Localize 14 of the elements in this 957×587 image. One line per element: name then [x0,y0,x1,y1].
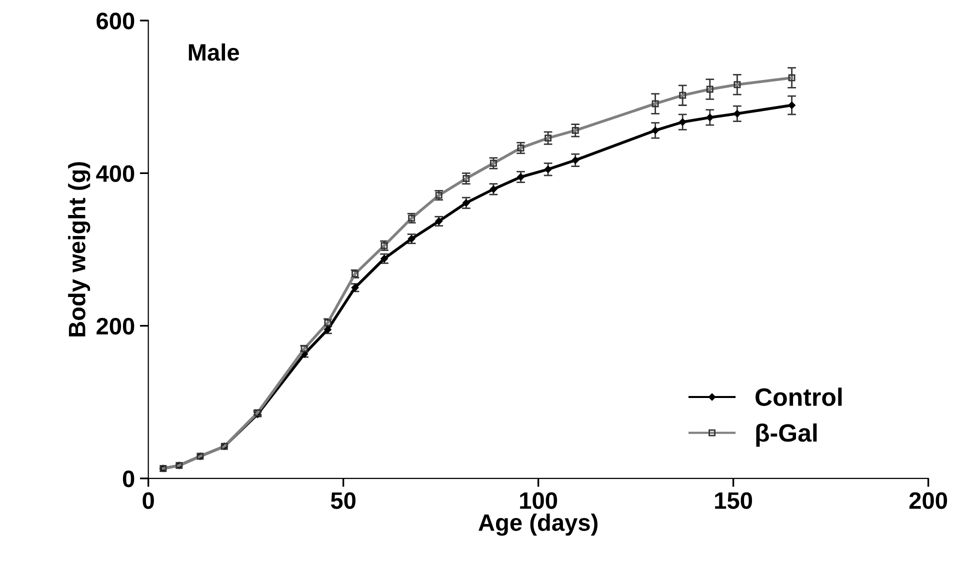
x-tick-label: 0 [142,492,154,509]
x-tick-label: 150 [715,492,752,509]
text: Male [188,43,240,61]
x-tick-label: 100 [520,492,558,509]
legend-label: Control [756,388,842,406]
y-axis-title: Body weight (g) [68,162,90,336]
y-tick-label: 200 [96,318,134,335]
x-tick-label: 200 [909,492,948,509]
y-tick-label: 400 [96,165,134,182]
x-tick-label: 50 [330,492,356,509]
y-tick-label: 0 [122,470,134,488]
legend-label: β-Gal [756,423,817,447]
x-axis-title: Age (days) [478,514,598,536]
y-tick-label: 600 [96,12,134,30]
